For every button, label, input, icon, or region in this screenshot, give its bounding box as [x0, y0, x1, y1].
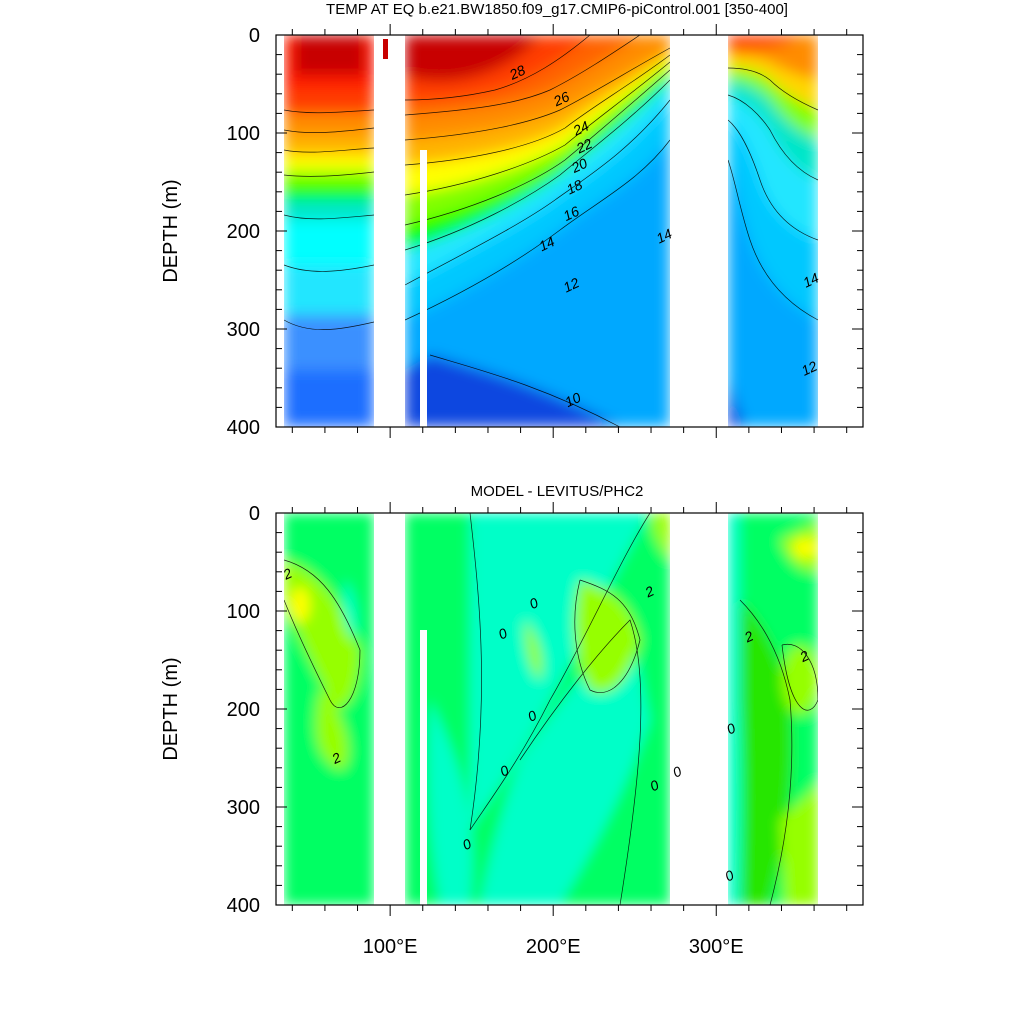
top-y-axis-label: DEPTH (m): [160, 179, 182, 282]
x-tick-label: 300°E: [689, 936, 744, 958]
difference-contour-lines: [283, 513, 819, 905]
contour-label: 14: [536, 233, 557, 254]
y-tick-label: 100: [227, 123, 260, 145]
y-tick-label: 100: [227, 601, 260, 623]
x-tick-label: 200°E: [526, 936, 581, 958]
difference-field: [284, 513, 818, 905]
contour-label: 24: [570, 117, 592, 139]
contour-label: 16: [561, 203, 582, 224]
difference-panel: MODEL - LEVITUS/PHC2: [160, 483, 864, 958]
temperature-panel: TEMP AT EQ b.e21.BW1850.f09_g17.CMIP6-pi…: [160, 1, 864, 439]
contour-label: 14: [654, 225, 675, 246]
y-tick-label: 400: [227, 895, 260, 917]
contour-label: 28: [506, 62, 528, 84]
x-tick-label: 100°E: [363, 936, 418, 958]
contour-label: 20: [568, 155, 590, 177]
contour-label: 12: [799, 358, 820, 379]
contour-label: 26: [550, 88, 572, 110]
top-panel-title: TEMP AT EQ b.e21.BW1850.f09_g17.CMIP6-pi…: [326, 1, 788, 18]
y-tick-label: 0: [249, 25, 260, 47]
top-y-ticks: 0 100 200 300 400: [227, 25, 863, 439]
bottom-y-ticks: 0 100 200 300 400: [227, 503, 863, 917]
bottom-x-ticks: 100°E 200°E 300°E: [291, 502, 848, 958]
y-tick-label: 300: [227, 797, 260, 819]
contour-label: 14: [800, 269, 821, 290]
top-x-ticks: [291, 24, 848, 438]
top-land-fragment: [383, 39, 388, 59]
y-tick-label: 200: [227, 221, 260, 243]
bottom-y-axis-label: DEPTH (m): [160, 657, 182, 760]
contour-label: 22: [573, 135, 595, 157]
temperature-contour-lines: [283, 35, 819, 427]
temperature-field: [284, 35, 818, 427]
y-tick-label: 300: [227, 319, 260, 341]
contour-label: 12: [561, 274, 582, 295]
y-tick-label: 400: [227, 417, 260, 439]
contour-label: 10: [562, 389, 583, 410]
y-tick-label: 200: [227, 699, 260, 721]
contour-label: 18: [564, 176, 585, 197]
y-tick-label: 0: [249, 503, 260, 525]
bottom-panel-title: MODEL - LEVITUS/PHC2: [471, 483, 644, 500]
